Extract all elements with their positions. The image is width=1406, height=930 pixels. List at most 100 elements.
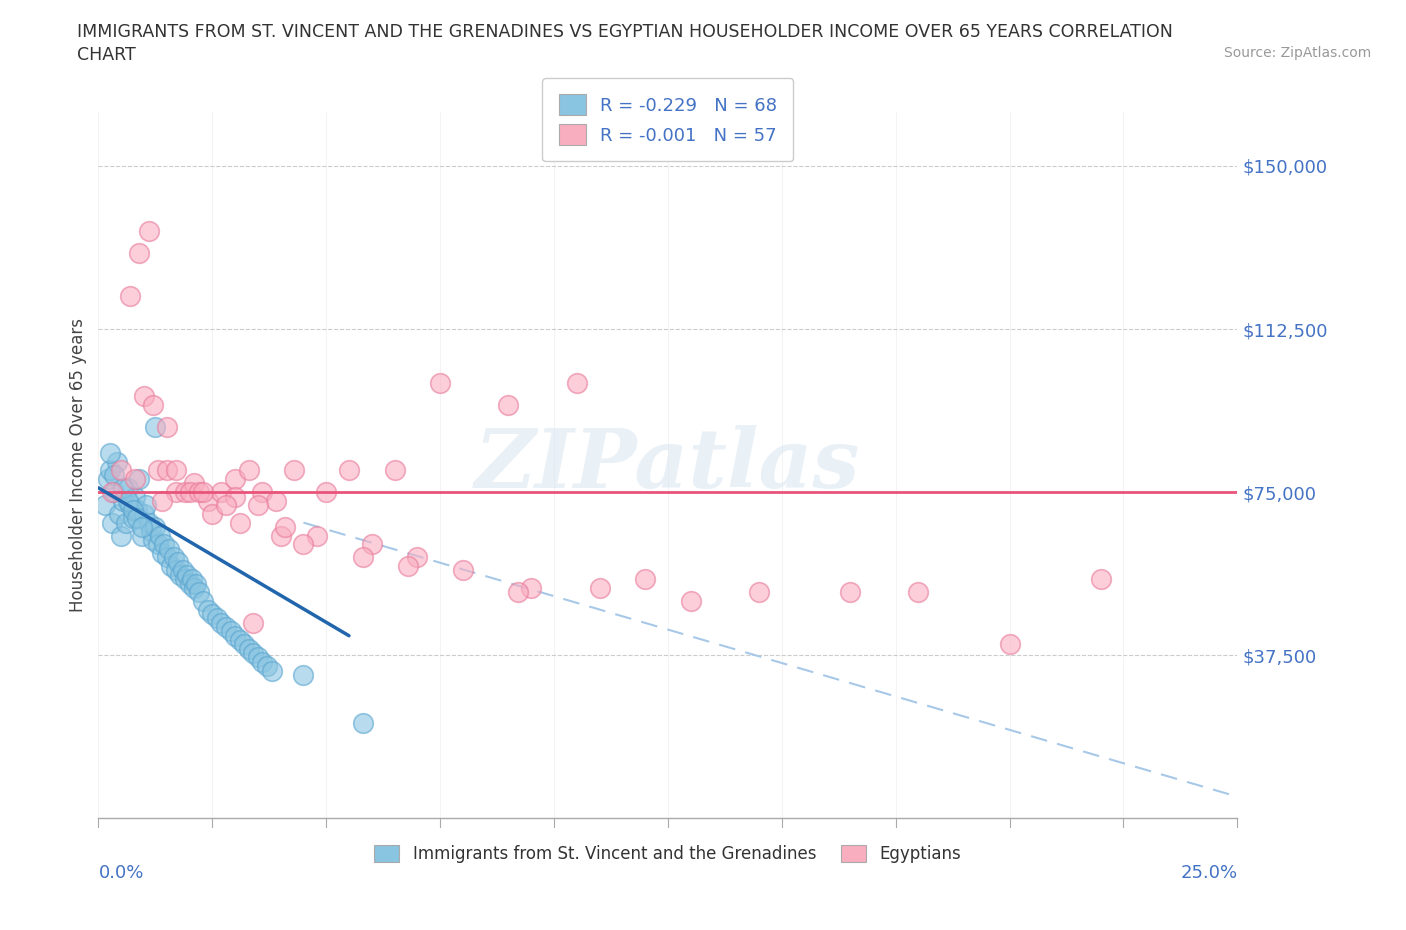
Point — [103, 485, 125, 499]
Point — [233, 637, 256, 652]
Point — [839, 585, 862, 600]
Point — [149, 528, 172, 543]
Point — [162, 550, 184, 565]
Point — [260, 663, 283, 678]
Point — [246, 650, 269, 665]
Point — [156, 463, 179, 478]
Point — [179, 576, 201, 591]
Point — [183, 580, 205, 595]
Point — [396, 559, 419, 574]
Text: CHART: CHART — [77, 46, 136, 64]
Point — [156, 550, 179, 565]
Point — [315, 485, 337, 499]
Point — [145, 520, 167, 535]
Point — [94, 498, 117, 512]
Point — [242, 645, 264, 660]
Point — [179, 485, 201, 499]
Point — [128, 246, 150, 260]
Point — [160, 559, 183, 574]
Point — [406, 550, 429, 565]
Point — [451, 563, 474, 578]
Point — [165, 485, 187, 499]
Point — [138, 515, 160, 530]
Text: 25.0%: 25.0% — [1180, 864, 1237, 883]
Point — [252, 485, 274, 499]
Point — [139, 524, 162, 538]
Point — [520, 580, 543, 595]
Point — [114, 515, 136, 530]
Point — [201, 507, 224, 522]
Point — [228, 515, 250, 530]
Point — [96, 472, 118, 486]
Point — [146, 537, 169, 551]
Point — [565, 376, 588, 391]
Point — [197, 494, 219, 509]
Point — [228, 632, 250, 647]
Point — [907, 585, 929, 600]
Text: 0.0%: 0.0% — [98, 864, 143, 883]
Point — [153, 537, 176, 551]
Point — [1090, 572, 1112, 587]
Point — [127, 502, 149, 517]
Point — [105, 454, 128, 469]
Point — [112, 494, 135, 509]
Point — [283, 463, 305, 478]
Point — [150, 546, 173, 561]
Point — [135, 498, 157, 512]
Point — [157, 541, 180, 556]
Point — [172, 563, 194, 578]
Point — [165, 463, 187, 478]
Point — [108, 507, 131, 522]
Point — [197, 603, 219, 618]
Point — [167, 554, 190, 569]
Point — [748, 585, 770, 600]
Point — [224, 472, 246, 486]
Point — [169, 567, 191, 582]
Point — [238, 463, 260, 478]
Point — [193, 593, 215, 608]
Point — [215, 619, 238, 634]
Point — [270, 528, 292, 543]
Point — [98, 463, 121, 478]
Point — [131, 520, 153, 535]
Point — [101, 515, 124, 530]
Point — [138, 224, 160, 239]
Point — [165, 563, 187, 578]
Point — [679, 593, 702, 608]
Text: IMMIGRANTS FROM ST. VINCENT AND THE GRENADINES VS EGYPTIAN HOUSEHOLDER INCOME OV: IMMIGRANTS FROM ST. VINCENT AND THE GREN… — [77, 23, 1173, 41]
Point — [176, 567, 198, 582]
Point — [101, 485, 124, 499]
Point — [224, 489, 246, 504]
Point — [360, 537, 382, 551]
Point — [209, 485, 232, 499]
Point — [124, 472, 146, 486]
Point — [132, 507, 155, 522]
Point — [98, 445, 121, 460]
Point — [506, 585, 529, 600]
Point — [142, 533, 165, 548]
Point — [307, 528, 329, 543]
Point — [174, 572, 197, 587]
Point — [209, 616, 232, 631]
Point — [145, 419, 167, 434]
Point — [256, 658, 278, 673]
Point — [246, 498, 269, 512]
Point — [124, 489, 146, 504]
Point — [215, 498, 238, 512]
Point — [187, 585, 209, 600]
Point — [292, 668, 315, 683]
Point — [112, 481, 135, 496]
Point — [174, 485, 197, 499]
Point — [352, 550, 374, 565]
Point — [150, 494, 173, 509]
Legend: Immigrants from St. Vincent and the Grenadines, Egyptians: Immigrants from St. Vincent and the Gren… — [368, 839, 967, 870]
Point — [352, 715, 374, 730]
Point — [186, 576, 208, 591]
Point — [201, 606, 224, 621]
Point — [292, 537, 315, 551]
Point — [238, 642, 260, 657]
Point — [120, 289, 142, 304]
Point — [146, 463, 169, 478]
Y-axis label: Householder Income Over 65 years: Householder Income Over 65 years — [69, 318, 87, 612]
Point — [193, 485, 215, 499]
